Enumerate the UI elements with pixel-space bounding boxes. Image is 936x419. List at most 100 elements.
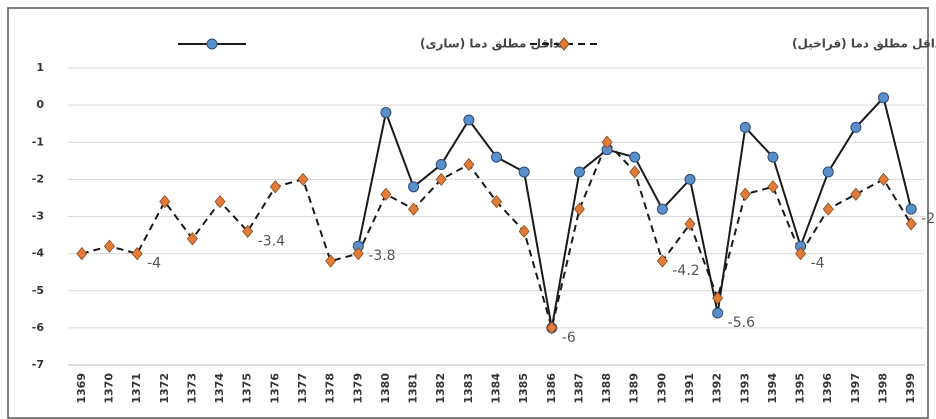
- x-tick-label: 1372: [158, 373, 171, 404]
- marker: [684, 217, 696, 231]
- marker: [490, 195, 503, 209]
- marker: [408, 202, 420, 216]
- y-tick-label: 1: [36, 61, 44, 74]
- data-label: -4: [147, 256, 161, 272]
- y-tick-label: -2: [32, 172, 44, 185]
- marker: [269, 180, 281, 194]
- x-tick-label: 1386: [545, 373, 558, 404]
- marker: [739, 121, 751, 133]
- x-tick-label: 1383: [462, 373, 475, 404]
- data-label: -6: [562, 330, 576, 346]
- y-tick-label: -6: [32, 321, 45, 334]
- marker: [656, 254, 668, 268]
- marker: [739, 187, 751, 201]
- x-tick-label: 1379: [351, 373, 364, 404]
- marker: [684, 173, 696, 185]
- x-tick-label: 1375: [241, 373, 254, 404]
- x-tick-label: 1382: [434, 373, 447, 404]
- y-tick-label: 0: [36, 98, 44, 111]
- chart-border: [7, 7, 929, 419]
- marker: [767, 180, 779, 194]
- x-tick-label: 1395: [794, 373, 807, 404]
- marker: [656, 203, 668, 215]
- marker: [629, 165, 641, 179]
- x-tick-label: 1387: [572, 373, 585, 404]
- marker: [518, 224, 530, 238]
- x-tick-label: 1378: [324, 373, 337, 404]
- x-tick-label: 1389: [628, 373, 641, 404]
- x-tick-label: 1398: [877, 373, 890, 404]
- x-tick-label: 1381: [407, 373, 420, 404]
- y-tick-label: -7: [32, 358, 44, 371]
- marker: [850, 187, 862, 201]
- x-tick-label: 1393: [738, 373, 751, 404]
- marker: [325, 254, 337, 268]
- x-tick-label: 1394: [766, 373, 779, 404]
- x-tick-label: 1396: [821, 373, 834, 404]
- x-tick-label: 1399: [904, 373, 917, 404]
- marker: [214, 195, 226, 209]
- x-tick-label: 1388: [600, 373, 613, 404]
- marker: [546, 321, 558, 335]
- x-tick-label: 1369: [75, 373, 88, 404]
- marker: [905, 203, 917, 215]
- marker: [767, 151, 779, 163]
- marker: [186, 232, 198, 246]
- marker: [795, 247, 807, 261]
- marker: [822, 166, 834, 178]
- x-tick-label: 1377: [296, 373, 309, 404]
- data-label: -4: [811, 256, 825, 272]
- marker: [518, 166, 530, 178]
- marker: [103, 239, 115, 253]
- legend-label: حداقل مطلق دما (ساری): [420, 37, 569, 51]
- marker: [878, 92, 890, 104]
- x-tick-label: 1376: [268, 373, 281, 404]
- data-label: -2.8: [921, 211, 936, 227]
- marker: [463, 114, 475, 126]
- y-tick-label: -5: [32, 284, 44, 297]
- marker: [352, 247, 364, 261]
- x-tick-label: 1391: [683, 373, 696, 404]
- y-tick-label: -1: [32, 135, 44, 148]
- data-label: -3.8: [368, 248, 395, 264]
- x-tick-label: 1384: [490, 373, 503, 404]
- y-tick-label: -3: [32, 210, 44, 223]
- x-tick-label: 1385: [517, 373, 530, 404]
- marker: [822, 202, 834, 216]
- marker: [629, 151, 641, 163]
- marker: [573, 202, 585, 216]
- x-tick-label: 1397: [849, 373, 862, 404]
- marker: [380, 187, 392, 201]
- marker: [159, 195, 171, 209]
- data-label: -5.6: [728, 315, 755, 331]
- x-tick-label: 1380: [379, 373, 392, 404]
- marker: [905, 217, 917, 231]
- marker: [491, 151, 502, 163]
- marker: [463, 157, 475, 172]
- legend-marker: [558, 37, 570, 51]
- marker: [131, 247, 143, 261]
- legend-marker: [206, 38, 218, 50]
- legend-label: حداقل مطلق دما (قراخیل): [792, 37, 936, 51]
- marker: [297, 172, 309, 186]
- marker: [408, 181, 420, 193]
- marker: [850, 121, 862, 133]
- x-tick-label: 1390: [655, 373, 668, 404]
- data-label: -3.4: [258, 233, 285, 249]
- marker: [573, 166, 585, 178]
- x-tick-label: 1392: [711, 373, 724, 404]
- marker: [76, 247, 88, 261]
- data-label: -4.2: [672, 263, 699, 279]
- marker: [380, 107, 392, 119]
- y-tick-label: -4: [32, 247, 45, 260]
- x-tick-label: 1374: [213, 373, 226, 404]
- marker: [712, 307, 724, 319]
- x-tick-label: 1373: [185, 373, 198, 404]
- marker: [601, 135, 613, 149]
- x-tick-label: 1371: [130, 373, 143, 404]
- marker: [712, 291, 724, 305]
- marker: [878, 172, 890, 186]
- marker: [435, 172, 447, 186]
- x-tick-label: 1370: [102, 373, 115, 404]
